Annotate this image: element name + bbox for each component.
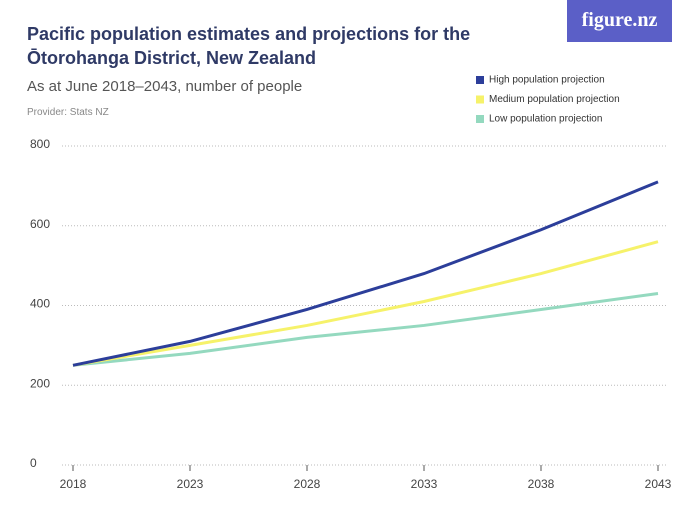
y-tick-label: 0 [30, 456, 37, 470]
legend-swatch [476, 95, 484, 104]
legend-label: High population projection [489, 75, 605, 86]
provider: Provider: Stats NZ [27, 107, 109, 118]
x-tick-label: 2038 [528, 477, 555, 491]
series-line [72, 240, 659, 367]
legend-label: Medium population projection [489, 94, 620, 105]
series-line [72, 180, 659, 367]
x-tick-label: 2033 [411, 477, 438, 491]
chart-title: Pacific population estimates and project… [27, 24, 471, 68]
legend: High population projection Medium populat… [476, 75, 620, 125]
x-tick-label: 2043 [645, 477, 672, 491]
logo[interactable]: figure.nz [567, 0, 672, 42]
legend-swatch [476, 115, 484, 123]
legend-label: Low population projection [489, 114, 602, 125]
y-tick-label: 800 [30, 137, 50, 151]
y-tick-label: 200 [30, 376, 50, 390]
legend-swatch [476, 76, 484, 84]
y-tick-label: 400 [30, 297, 50, 311]
series-line [72, 292, 659, 367]
chart-subtitle: As at June 2018–2043, number of people [27, 78, 303, 95]
x-tick-label: 2018 [60, 477, 87, 491]
y-tick-label: 600 [30, 217, 50, 231]
x-tick-label: 2028 [294, 477, 321, 491]
x-tick-label: 2023 [177, 477, 204, 491]
